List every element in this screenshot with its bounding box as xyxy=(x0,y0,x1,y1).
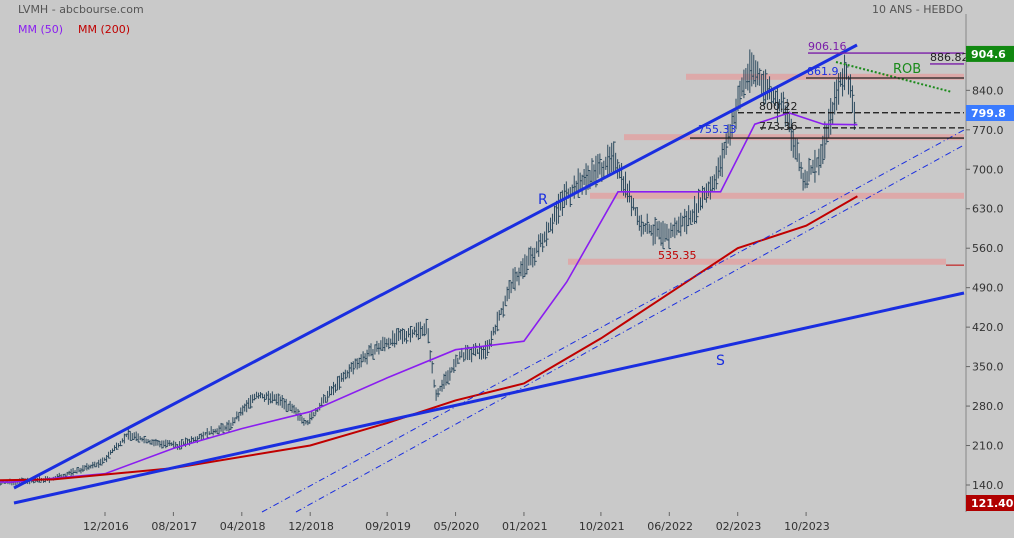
y-tick-label: 560.0 xyxy=(972,242,1004,255)
x-tick-label: 12/2016 xyxy=(83,520,129,533)
channel-line-upper xyxy=(261,129,965,513)
chart-header: LVMH - abcbourse.com xyxy=(18,3,144,16)
ma200-line xyxy=(0,195,858,482)
current-price-badge xyxy=(966,45,1014,62)
resistance-label: R xyxy=(538,192,548,208)
y-tick-label: 490.0 xyxy=(972,282,1004,295)
level-535-label: 535.35 xyxy=(658,249,697,262)
support-label: S xyxy=(716,353,725,369)
instrument-name: LVMH xyxy=(18,3,49,16)
support-zone xyxy=(568,258,946,265)
level-861-label: 861.9 xyxy=(807,65,839,78)
level-800-label: 800.22 xyxy=(759,100,798,113)
support-zone xyxy=(686,73,964,80)
y-tick-label: 770.0 xyxy=(972,124,1004,137)
level-755-label: 755.33 xyxy=(698,123,737,136)
support-zone xyxy=(624,134,964,141)
x-tick-label: 04/2018 xyxy=(220,520,266,533)
source-name: abcbourse.com xyxy=(59,3,144,16)
ma50-legend: MM (50) xyxy=(18,23,64,36)
support-trendline xyxy=(13,291,965,505)
x-tick-label: 12/2018 xyxy=(288,520,334,533)
x-tick-label: 06/2022 xyxy=(647,520,693,533)
ma50-line xyxy=(0,112,858,484)
ma50-badge xyxy=(966,105,1014,122)
y-tick-label: 420.0 xyxy=(972,321,1004,334)
ma50-badge-label: 799.8 xyxy=(971,107,1006,120)
y-tick-label: 630.0 xyxy=(972,203,1004,216)
x-tick-label: 02/2023 xyxy=(716,520,762,533)
current-price-badge-label: 904.6 xyxy=(971,48,1006,61)
rob-label: ROB xyxy=(893,62,921,77)
x-tick-label: 10/2023 xyxy=(784,520,830,533)
channel-line-lower xyxy=(295,144,965,513)
x-tick-label: 09/2019 xyxy=(365,520,411,533)
y-tick-label: 280.0 xyxy=(972,400,1004,413)
ma200-badge xyxy=(966,495,1014,511)
x-tick-label: 01/2021 xyxy=(502,520,548,533)
header-separator: - xyxy=(51,3,60,16)
y-tick-label: 700.0 xyxy=(972,163,1004,176)
level-773-label: 773.36 xyxy=(759,120,798,133)
x-tick-label: 08/2017 xyxy=(151,520,197,533)
price-bars xyxy=(0,49,857,486)
level-886-label: 886.82 xyxy=(930,51,969,64)
ma200-legend: MM (200) xyxy=(78,23,131,36)
y-tick-label: 840.0 xyxy=(972,84,1004,97)
support-zone xyxy=(590,192,964,199)
y-tick-label: 350.0 xyxy=(972,361,1004,374)
resistance-trendline xyxy=(13,43,858,490)
y-tick-label: 210.0 xyxy=(972,440,1004,453)
x-tick-label: 10/2021 xyxy=(579,520,625,533)
level-906-label: 906.16 xyxy=(808,40,847,53)
x-tick-label: 05/2020 xyxy=(434,520,480,533)
y-tick-label: 140.0 xyxy=(972,479,1004,492)
period-label: 10 ANS - HEBDO xyxy=(872,3,964,16)
ma200-badge-label: 121.40 xyxy=(971,497,1014,510)
